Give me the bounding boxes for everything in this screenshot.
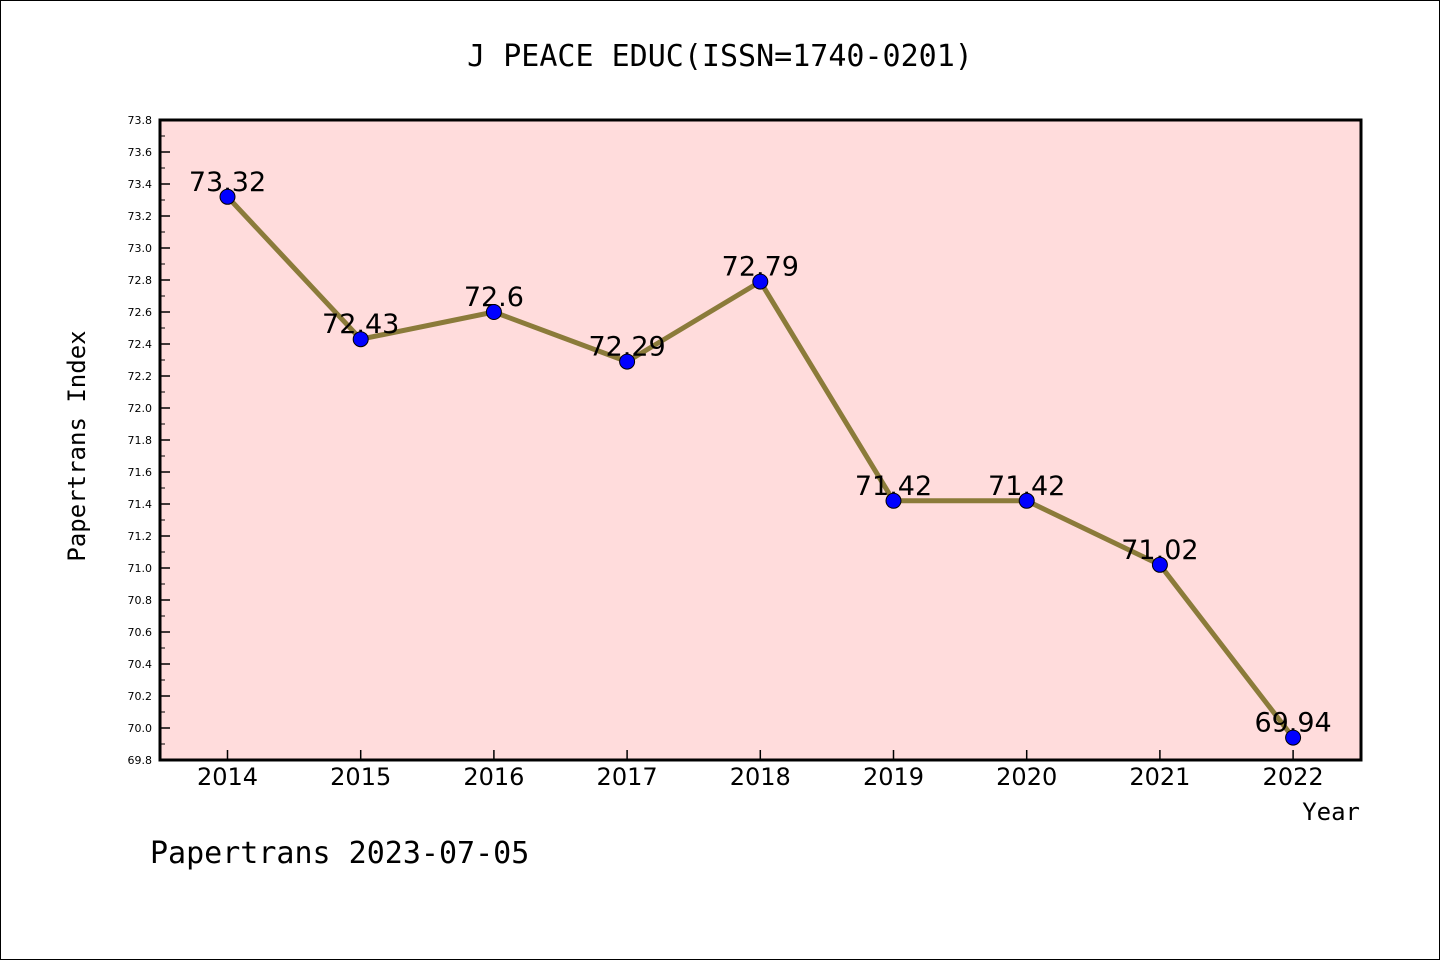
x-axis-title: Year bbox=[1302, 798, 1360, 826]
y-tick-label: 70.0 bbox=[128, 722, 153, 735]
data-point-marker bbox=[485, 304, 502, 320]
x-tick-label: 2019 bbox=[863, 763, 924, 791]
y-tick-label: 71.8 bbox=[128, 434, 153, 447]
y-tick-label: 71.0 bbox=[128, 562, 153, 575]
footer-date-label: Papertrans 2023-07-05 bbox=[150, 836, 529, 871]
data-point-marker bbox=[752, 273, 769, 290]
chart-title: J PEACE EDUC(ISSN=1740-0201) bbox=[467, 39, 973, 74]
y-tick-label: 72.6 bbox=[128, 306, 153, 319]
plot-area bbox=[158, 118, 1363, 762]
y-tick-label: 70.4 bbox=[128, 658, 153, 671]
data-point-marker bbox=[219, 188, 236, 205]
x-tick-label: 2016 bbox=[463, 763, 524, 791]
data-point-marker bbox=[619, 353, 636, 370]
y-tick-label: 73.4 bbox=[128, 178, 153, 191]
x-tick-label: 2021 bbox=[1129, 763, 1190, 791]
y-tick-label: 72.4 bbox=[128, 338, 153, 351]
y-tick-label: 72.2 bbox=[128, 370, 153, 383]
x-tick-label: 2022 bbox=[1263, 763, 1324, 791]
y-tick-label: 69.8 bbox=[128, 754, 153, 767]
y-tick-label: 73.6 bbox=[128, 146, 153, 159]
data-point-marker bbox=[352, 331, 369, 348]
x-tick-label: 2014 bbox=[197, 763, 258, 791]
y-tick-label: 71.4 bbox=[128, 498, 153, 511]
data-point-marker bbox=[1151, 556, 1168, 573]
data-point-marker bbox=[885, 492, 902, 509]
x-tick-label: 2017 bbox=[597, 763, 658, 791]
data-point-marker bbox=[1018, 492, 1035, 509]
y-tick-label: 72.0 bbox=[128, 402, 153, 415]
data-point-marker bbox=[1285, 729, 1302, 746]
y-tick-label: 70.2 bbox=[128, 690, 153, 703]
y-axis: 69.8 70.0 70.2 70.4 70.6 70.8 71.0 71.2 71.4 71.6… bbox=[128, 114, 170, 767]
y-tick-label: 73.8 bbox=[128, 114, 153, 127]
y-tick-label: 73.2 bbox=[128, 210, 153, 223]
y-tick-label: 71.2 bbox=[128, 530, 153, 543]
x-tick-label: 2020 bbox=[996, 763, 1057, 791]
y-tick-label: 73.0 bbox=[128, 242, 153, 255]
x-axis: 2014 2015 2016 2017 2018 2019 2020 2021 2022 bbox=[197, 750, 1324, 791]
y-tick-label: 71.6 bbox=[128, 466, 153, 479]
y-tick-label: 70.8 bbox=[128, 594, 153, 607]
x-tick-label: 2018 bbox=[730, 763, 791, 791]
y-tick-label: 70.6 bbox=[128, 626, 153, 639]
x-tick-label: 2015 bbox=[330, 763, 391, 791]
y-tick-label: 72.8 bbox=[128, 274, 153, 287]
y-axis-title: Papertrans Index bbox=[63, 330, 91, 561]
